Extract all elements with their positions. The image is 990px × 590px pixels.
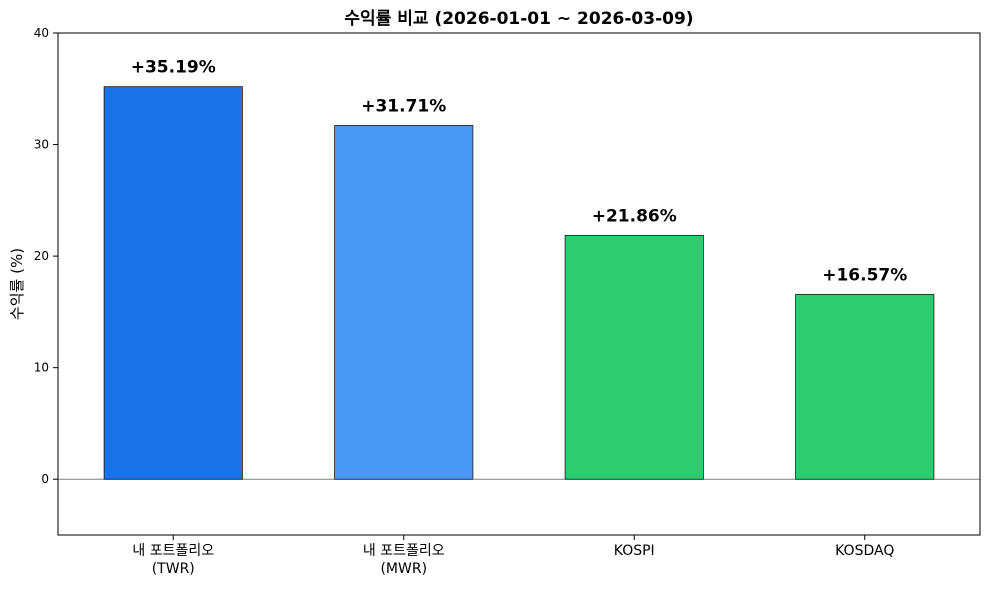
bar-0 xyxy=(103,86,243,480)
x-tick-label-3: KOSDAQ xyxy=(835,543,894,559)
bar-1 xyxy=(334,125,474,480)
x-tick-label-line: 내 포트폴리오 xyxy=(132,543,214,559)
bar-3 xyxy=(795,293,935,480)
y-tick-label-30: 30 xyxy=(34,138,49,152)
data-label-3: +16.57% xyxy=(822,265,907,285)
x-tick-label-line: KOSDAQ xyxy=(835,543,894,559)
y-tick-label-40: 40 xyxy=(34,26,49,40)
x-tick-label-line: KOSPI xyxy=(614,543,655,559)
plot-area: +35.19% 내 포트폴리오 (TWR) +31.71% 내 포트폴리오 (MWR) +2… xyxy=(34,26,981,577)
x-tick-label-line: (TWR) xyxy=(152,561,195,577)
y-tick-label-10: 10 xyxy=(34,361,49,375)
data-label-2: +21.86% xyxy=(592,206,677,226)
y-tick-label-20: 20 xyxy=(34,249,49,263)
axes-frame xyxy=(57,32,981,536)
x-tick-label-2: KOSPI xyxy=(614,543,655,559)
x-tick-label-line: (MWR) xyxy=(380,561,427,577)
y-tick-label-0: 0 xyxy=(41,472,49,486)
x-tick-label-1: 내 포트폴리오 (MWR) xyxy=(363,543,445,577)
chart-title: 수익률 비교 (2026-01-01 ~ 2026-03-09) xyxy=(344,9,693,29)
data-label-1: +31.71% xyxy=(361,96,446,116)
x-tick-label-line: 내 포트폴리오 xyxy=(363,543,445,559)
data-label-0: +35.19% xyxy=(131,58,216,78)
x-tick-label-0: 내 포트폴리오 (TWR) xyxy=(132,543,214,577)
y-axis-label: 수익률 (%) xyxy=(8,248,26,320)
bar-2 xyxy=(564,234,704,480)
